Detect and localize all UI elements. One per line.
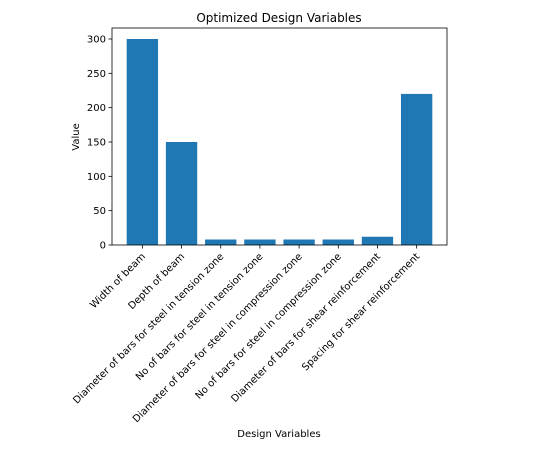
- y-axis-ticks: 0 50 100 150 200 250 300: [87, 34, 112, 252]
- x-tick-label: Diameter of bars for shear reinforcement: [229, 251, 383, 405]
- y-tick-label: 150: [87, 137, 106, 148]
- bar: [244, 239, 276, 245]
- bar: [205, 239, 237, 245]
- x-tick-label: No of bars for steel in compression zone: [194, 251, 344, 401]
- y-axis-label: Value: [71, 123, 82, 150]
- bar: [283, 239, 315, 245]
- y-tick-label: 300: [87, 34, 106, 45]
- x-axis-label: Design Variables: [237, 429, 320, 440]
- y-tick-label: 100: [87, 172, 106, 183]
- bars-layer: [126, 38, 433, 246]
- bar: [322, 239, 354, 245]
- bar: [361, 236, 394, 245]
- y-tick-label: 50: [93, 206, 106, 217]
- chart-title: Optimized Design Variables: [196, 11, 361, 25]
- y-tick-label: 0: [100, 241, 106, 252]
- bar: [165, 141, 198, 245]
- y-tick-label: 200: [87, 103, 106, 114]
- bar: [400, 93, 433, 246]
- y-tick-label: 250: [87, 69, 106, 80]
- plot-frame: [111, 27, 448, 246]
- bar: [126, 38, 159, 246]
